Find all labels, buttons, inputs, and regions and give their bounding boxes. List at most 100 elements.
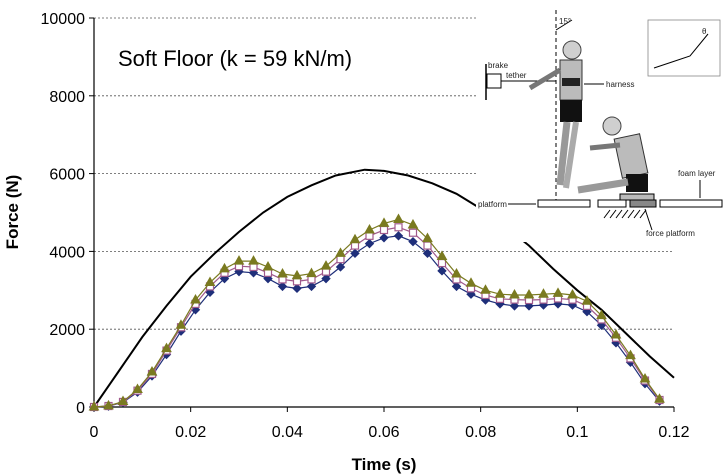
marker-square-20 [379, 225, 389, 235]
marker-triangle-13 [277, 267, 288, 278]
marker-triangle-20 [378, 217, 390, 227]
marker-triangle-10 [233, 255, 245, 265]
marker-triangle-26 [465, 277, 477, 287]
foam-layer [619, 193, 655, 201]
fallen-subject-figure [577, 116, 649, 194]
marker-triangle-12 [262, 260, 274, 271]
marker-triangle-4 [146, 365, 158, 376]
marker-triangle-23 [422, 232, 433, 243]
platform-label: platform [478, 200, 507, 209]
tether-label: tether [506, 71, 527, 80]
marker-triangle-16 [320, 260, 332, 270]
marker-diamond-21 [393, 231, 404, 241]
marker-triangle-37 [625, 349, 636, 360]
fallen-shorts [626, 174, 648, 192]
marker-triangle-17 [335, 247, 346, 257]
x-tick-label-0: 0 [90, 424, 99, 441]
platform-middle [597, 199, 627, 208]
marker-triangle-30 [523, 288, 535, 299]
marker-diamond-25 [451, 281, 462, 292]
x-axis-title: Time (s) [352, 455, 417, 474]
marker-triangle-7 [190, 294, 201, 304]
marker-diamond-24 [437, 266, 447, 276]
ground-hatching [603, 209, 647, 219]
marker-triangle-29 [509, 288, 520, 299]
marker-diamond-17 [335, 262, 346, 272]
x-tick-label-0.04: 0.04 [272, 424, 303, 441]
tilt-angle-label: 15° [559, 17, 571, 26]
marker-diamond-20 [379, 233, 389, 243]
marker-diamond-14 [292, 283, 302, 294]
marker-triangle-36 [610, 329, 622, 339]
x-tick-label-0.12: 0.12 [658, 424, 689, 441]
force-platform [629, 199, 657, 208]
fallen-head [602, 116, 622, 136]
marker-square-21 [394, 223, 403, 232]
marker-triangle-32 [552, 287, 564, 297]
y-tick-label-2000: 2000 [49, 322, 85, 339]
x-tick-label-0.06: 0.06 [368, 424, 399, 441]
series-line-triangle [93, 218, 660, 408]
series-square [89, 223, 664, 412]
fallen-arm [589, 142, 621, 151]
x-tick-label-0.02: 0.02 [175, 424, 206, 441]
angle-sketch-body [653, 33, 709, 69]
x-tick-labels: 0 0.02 0.04 0.06 0.08 0.1 0.12 [90, 424, 690, 441]
marker-square-22 [408, 228, 418, 237]
marker-diamond-18 [350, 248, 360, 259]
marker-triangle-35 [596, 309, 607, 320]
marker-triangle-9 [219, 262, 230, 273]
grid-lines [94, 17, 674, 330]
marker-diamond-13 [277, 281, 288, 292]
marker-triangle-1 [103, 399, 114, 410]
marker-triangle-8 [204, 276, 216, 287]
brake-label: brake [488, 61, 509, 70]
force-platform-label: force platform [646, 229, 695, 238]
series-diamond [89, 231, 665, 412]
x-tick-label-0.1: 0.1 [566, 424, 588, 441]
x-tick-label-0.08: 0.08 [465, 424, 496, 441]
marker-square-23 [423, 241, 432, 250]
marker-diamond-22 [408, 236, 418, 247]
y-tick-label-0: 0 [76, 400, 85, 417]
marker-triangle-6 [175, 319, 187, 329]
series-triangle [88, 213, 665, 411]
marker-diamond-23 [422, 248, 433, 259]
marker-diamond-19 [364, 238, 375, 249]
marker-triangle-5 [161, 342, 172, 353]
angle-sketch-frame [647, 19, 721, 77]
series-line-square [93, 226, 660, 408]
y-axis-title: Force (N) [3, 175, 22, 250]
platform-left [537, 199, 591, 208]
brake-box [486, 73, 502, 89]
marker-triangle-11 [248, 255, 259, 265]
envelope-curve [93, 168, 675, 408]
standing-shorts [560, 100, 582, 122]
marker-triangle-27 [480, 284, 491, 294]
marker-triangle-39 [654, 393, 665, 403]
y-tick-labels: 0 2000 4000 6000 8000 10000 [41, 11, 86, 417]
marker-triangle-3 [132, 383, 143, 393]
foam-layer-label: foam layer [678, 169, 716, 178]
marker-triangle-0 [88, 400, 100, 411]
marker-diamond-29 [509, 301, 520, 311]
marker-triangle-33 [567, 288, 578, 299]
standing-head [562, 40, 582, 60]
harness-strap [562, 78, 580, 86]
marker-triangle-38 [639, 372, 651, 383]
marker-triangle-14 [291, 269, 303, 280]
standing-subject-figure [528, 40, 583, 189]
standing-leg [556, 121, 571, 186]
marker-triangle-15 [306, 267, 317, 278]
marker-triangle-19 [364, 223, 375, 234]
tilt-reference-line [555, 19, 573, 31]
setup-illustration: 15° brake tether harness [476, 6, 724, 242]
standing-leg-rear [563, 121, 579, 189]
y-tick-label-6000: 6000 [49, 167, 85, 184]
marker-triangle-18 [349, 233, 361, 244]
fallen-leg [577, 178, 629, 194]
marker-diamond-16 [321, 273, 331, 284]
angle-sketch-theta: θ [702, 27, 707, 36]
axes [89, 17, 675, 412]
